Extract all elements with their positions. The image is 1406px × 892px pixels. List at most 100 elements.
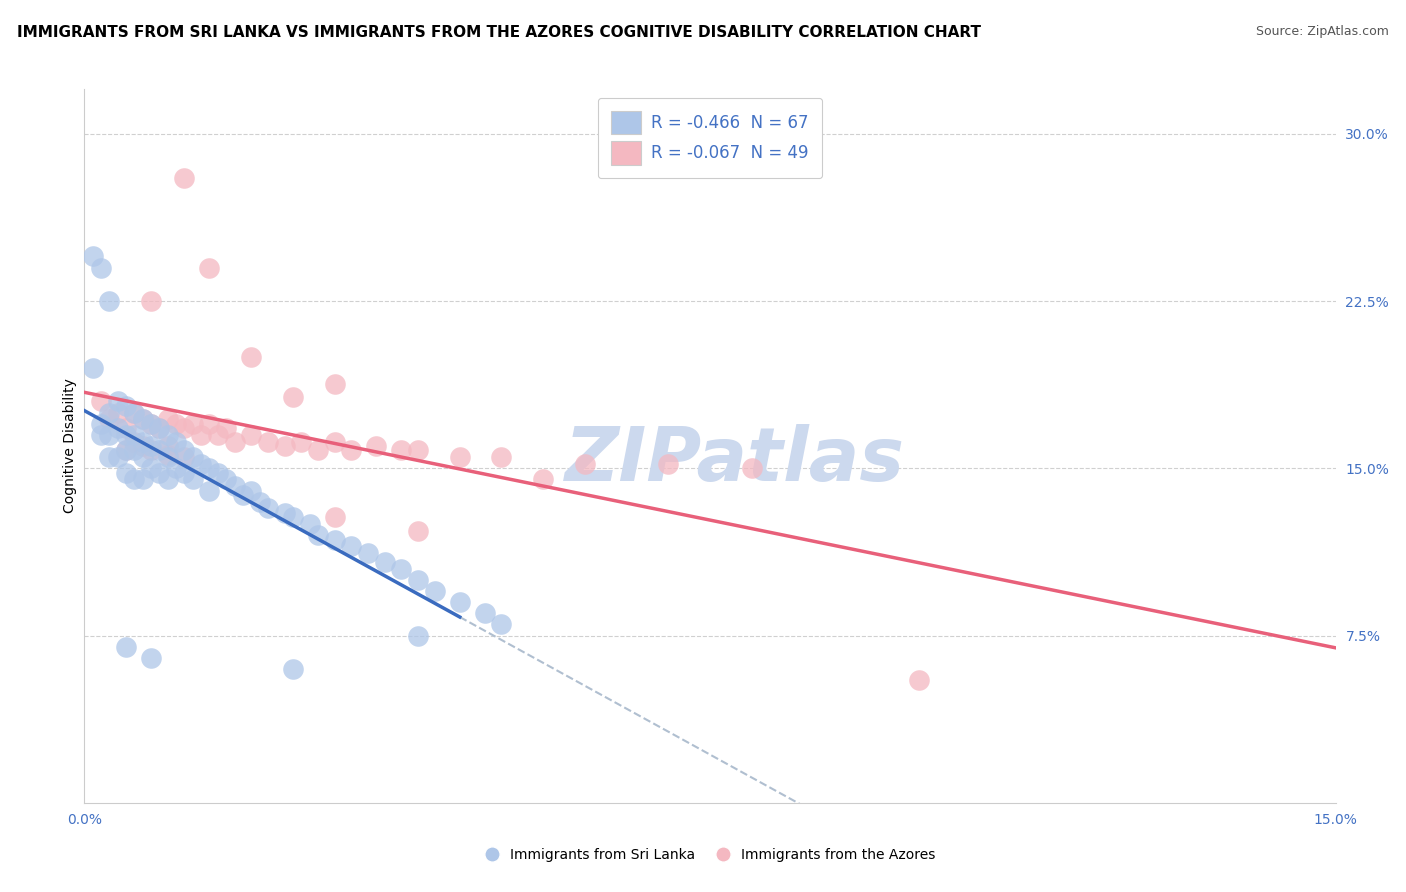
Point <box>139 439 162 453</box>
Point <box>165 461 187 475</box>
Point <box>423 583 446 598</box>
Point <box>198 483 221 498</box>
Point <box>240 427 263 442</box>
Point <box>156 439 179 453</box>
Point <box>132 450 155 464</box>
Point <box>132 412 155 426</box>
Point <box>307 528 329 542</box>
Point <box>207 466 229 480</box>
Point <box>156 448 179 462</box>
Point <box>115 421 138 435</box>
Point <box>357 546 380 560</box>
Point <box>190 427 212 442</box>
Point <box>474 607 496 621</box>
Point <box>156 427 179 442</box>
Point <box>139 417 162 431</box>
Point <box>389 562 412 576</box>
Point <box>148 421 170 435</box>
Point <box>657 457 679 471</box>
Point <box>298 516 321 531</box>
Point <box>132 412 155 426</box>
Point <box>173 450 195 464</box>
Point <box>181 450 204 464</box>
Point <box>148 466 170 480</box>
Point <box>449 595 471 609</box>
Point <box>224 479 246 493</box>
Point <box>115 443 138 458</box>
Point <box>98 412 121 426</box>
Point <box>115 427 138 442</box>
Point <box>224 434 246 449</box>
Point <box>156 450 179 464</box>
Point <box>132 473 155 487</box>
Point <box>156 412 179 426</box>
Point <box>181 473 204 487</box>
Point <box>449 450 471 464</box>
Point <box>107 450 129 464</box>
Point <box>207 427 229 442</box>
Point <box>115 640 138 654</box>
Legend: Immigrants from Sri Lanka, Immigrants from the Azores: Immigrants from Sri Lanka, Immigrants fr… <box>479 842 941 867</box>
Point <box>366 439 388 453</box>
Text: Source: ZipAtlas.com: Source: ZipAtlas.com <box>1256 25 1389 38</box>
Point <box>124 405 146 419</box>
Point <box>139 417 162 431</box>
Point <box>98 427 121 442</box>
Point <box>374 555 396 569</box>
Point <box>173 466 195 480</box>
Point <box>531 473 554 487</box>
Point <box>491 450 513 464</box>
Point <box>124 405 146 419</box>
Point <box>173 171 195 186</box>
Point <box>90 394 112 409</box>
Point <box>115 466 138 480</box>
Point <box>98 293 121 308</box>
Point <box>156 473 179 487</box>
Point <box>249 494 271 508</box>
Point <box>90 427 112 442</box>
Point <box>132 434 155 449</box>
Point <box>340 443 363 458</box>
Point <box>273 506 295 520</box>
Point <box>198 260 221 275</box>
Point <box>281 662 304 676</box>
Point <box>741 461 763 475</box>
Point <box>406 443 429 458</box>
Point <box>148 421 170 435</box>
Point <box>307 443 329 458</box>
Point <box>132 439 155 453</box>
Point <box>124 434 146 449</box>
Point <box>323 533 346 547</box>
Point <box>165 417 187 431</box>
Point <box>115 399 138 413</box>
Point <box>90 417 112 431</box>
Point <box>273 439 295 453</box>
Point <box>90 260 112 275</box>
Point <box>257 434 280 449</box>
Point <box>190 457 212 471</box>
Point <box>240 350 263 364</box>
Text: IMMIGRANTS FROM SRI LANKA VS IMMIGRANTS FROM THE AZORES COGNITIVE DISABILITY COR: IMMIGRANTS FROM SRI LANKA VS IMMIGRANTS … <box>17 25 981 40</box>
Point <box>389 443 412 458</box>
Point <box>82 249 104 264</box>
Point <box>98 450 121 464</box>
Point <box>240 483 263 498</box>
Point <box>98 405 121 419</box>
Point <box>82 360 104 375</box>
Point <box>181 417 204 431</box>
Point <box>215 473 238 487</box>
Point <box>232 488 254 502</box>
Point <box>139 651 162 665</box>
Point <box>107 394 129 409</box>
Point <box>173 443 195 458</box>
Point <box>323 434 346 449</box>
Point <box>907 673 929 687</box>
Point <box>139 443 162 458</box>
Point <box>107 421 129 435</box>
Point <box>148 443 170 458</box>
Point <box>281 510 304 524</box>
Point <box>198 417 221 431</box>
Point <box>173 421 195 435</box>
Y-axis label: Cognitive Disability: Cognitive Disability <box>63 378 77 514</box>
Point <box>257 501 280 516</box>
